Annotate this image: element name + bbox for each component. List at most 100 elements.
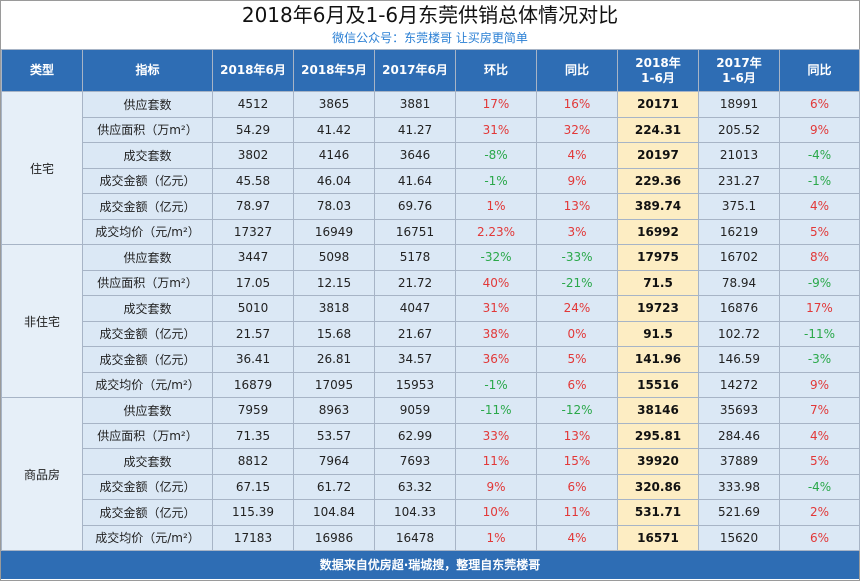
jun-2018-cell: 5010 — [212, 295, 294, 322]
yoy-cell: -21% — [536, 269, 618, 296]
yoy-cell: 4% — [536, 524, 618, 551]
yoy-h1-cell: 9% — [779, 371, 860, 398]
jun-2018-cell: 17327 — [212, 218, 294, 245]
source-footer: 数据来自优房超·瑞城搜，整理自东莞楼哥 — [1, 551, 859, 579]
yoy-cell: 32% — [536, 116, 618, 143]
yoy-h1-cell: -4% — [779, 142, 860, 169]
h1-2017-cell: 205.52 — [698, 116, 780, 143]
h1-2017-cell: 284.46 — [698, 422, 780, 449]
header-h1-2018: 2018年 1-6月 — [617, 49, 699, 92]
indicator-cell: 供应面积（万m²） — [82, 269, 213, 296]
may-2018-cell: 46.04 — [293, 167, 375, 194]
header-jun-2018: 2018年6月 — [212, 49, 294, 92]
may-2018-cell: 26.81 — [293, 346, 375, 373]
yoy-h1-cell: 4% — [779, 193, 860, 220]
header-yoy: 同比 — [536, 49, 618, 92]
h1-2018-cell: 141.96 — [617, 346, 699, 373]
yoy-h1-cell: 5% — [779, 448, 860, 475]
mom-cell: -1% — [455, 167, 537, 194]
yoy-h1-cell: 17% — [779, 295, 860, 322]
yoy-cell: -33% — [536, 244, 618, 271]
indicator-cell: 成交金额（亿元） — [82, 346, 213, 373]
jun-2018-cell: 21.57 — [212, 320, 294, 347]
h1-2018-cell: 531.71 — [617, 499, 699, 526]
h1-2018-cell: 389.74 — [617, 193, 699, 220]
yoy-cell: 11% — [536, 499, 618, 526]
h1-2017-cell: 102.72 — [698, 320, 780, 347]
h1-2017-cell: 16876 — [698, 295, 780, 322]
may-2018-cell: 8963 — [293, 397, 375, 424]
mom-cell: 36% — [455, 346, 537, 373]
jun-2017-cell: 41.64 — [374, 167, 456, 194]
yoy-h1-cell: 8% — [779, 244, 860, 271]
yoy-cell: 9% — [536, 167, 618, 194]
yoy-cell: 6% — [536, 473, 618, 500]
yoy-cell: -12% — [536, 397, 618, 424]
may-2018-cell: 15.68 — [293, 320, 375, 347]
indicator-cell: 成交套数 — [82, 448, 213, 475]
indicator-cell: 供应套数 — [82, 91, 213, 118]
table-row: 成交均价（元/m²） 17183 16986 16478 1% 4% 16571 15620 6… — [2, 524, 860, 551]
mom-cell: 40% — [455, 269, 537, 296]
jun-2017-cell: 62.99 — [374, 422, 456, 449]
indicator-cell: 供应面积（万m²） — [82, 422, 213, 449]
h1-2017-cell: 333.98 — [698, 473, 780, 500]
may-2018-cell: 78.03 — [293, 193, 375, 220]
h1-2018-cell: 224.31 — [617, 116, 699, 143]
table-row: 供应面积（万m²） 71.35 53.57 62.99 33% 13% 295.81 284.… — [2, 422, 860, 449]
header-yoy-h1: 同比 — [779, 49, 860, 92]
mom-cell: 1% — [455, 524, 537, 551]
h1-2018-cell: 320.86 — [617, 473, 699, 500]
jun-2018-cell: 71.35 — [212, 422, 294, 449]
table-row: 成交均价（元/m²） 16879 17095 15953 -1% 6% 15516 14272… — [2, 371, 860, 398]
jun-2018-cell: 3447 — [212, 244, 294, 271]
header-may-2018: 2018年5月 — [293, 49, 375, 92]
yoy-h1-cell: 7% — [779, 397, 860, 424]
indicator-cell: 成交金额（亿元） — [82, 473, 213, 500]
table-row: 成交均价（元/m²） 17327 16949 16751 2.23% 3% 16992 162… — [2, 218, 860, 245]
may-2018-cell: 104.84 — [293, 499, 375, 526]
mom-cell: 1% — [455, 193, 537, 220]
indicator-cell: 供应面积（万m²） — [82, 116, 213, 143]
yoy-h1-cell: -4% — [779, 473, 860, 500]
table-row: 成交金额（亿元） 115.39 104.84 104.33 10% 11% 531.71 52… — [2, 499, 860, 526]
h1-2018-cell: 91.5 — [617, 320, 699, 347]
indicator-cell: 成交金额（亿元） — [82, 499, 213, 526]
header-h1-2017-range: 1-6月 — [722, 70, 756, 85]
yoy-cell: 4% — [536, 142, 618, 169]
yoy-h1-cell: 6% — [779, 91, 860, 118]
may-2018-cell: 12.15 — [293, 269, 375, 296]
mom-cell: -11% — [455, 397, 537, 424]
header-indicator: 指标 — [82, 49, 213, 92]
mom-cell: 33% — [455, 422, 537, 449]
yoy-cell: 24% — [536, 295, 618, 322]
mom-cell: 10% — [455, 499, 537, 526]
yoy-h1-cell: 2% — [779, 499, 860, 526]
jun-2017-cell: 69.76 — [374, 193, 456, 220]
h1-2018-cell: 39920 — [617, 448, 699, 475]
table-row: 商品房 供应套数 7959 8963 9059 -11% -12% 38146 35693 7% — [1, 397, 860, 551]
yoy-h1-cell: 4% — [779, 422, 860, 449]
yoy-cell: 0% — [536, 320, 618, 347]
jun-2017-cell: 9059 — [374, 397, 456, 424]
jun-2017-cell: 63.32 — [374, 473, 456, 500]
may-2018-cell: 53.57 — [293, 422, 375, 449]
may-2018-cell: 7964 — [293, 448, 375, 475]
table-row: 成交套数 8812 7964 7693 11% 15% 39920 37889 5% — [2, 448, 860, 475]
yoy-h1-cell: -1% — [779, 167, 860, 194]
h1-2017-cell: 18991 — [698, 91, 780, 118]
jun-2017-cell: 41.27 — [374, 116, 456, 143]
h1-2017-cell: 78.94 — [698, 269, 780, 296]
h1-2018-cell: 20197 — [617, 142, 699, 169]
mom-cell: -8% — [455, 142, 537, 169]
mom-cell: 11% — [455, 448, 537, 475]
may-2018-cell: 16949 — [293, 218, 375, 245]
page-subtitle: 微信公众号：东莞楼哥 让买房更简单 — [332, 31, 528, 45]
yoy-h1-cell: -9% — [779, 269, 860, 296]
header-h1-2017: 2017年 1-6月 — [698, 49, 780, 92]
mom-cell: -32% — [455, 244, 537, 271]
table-row: 供应面积（万m²） 54.29 41.42 41.27 31% 32% 224.31 205.… — [2, 116, 860, 143]
table-row: 住宅 供应套数 4512 3865 3881 17% 16% 20171 18991 6% — [1, 91, 860, 245]
jun-2017-cell: 104.33 — [374, 499, 456, 526]
indicator-cell: 成交均价（元/m²） — [82, 371, 213, 398]
